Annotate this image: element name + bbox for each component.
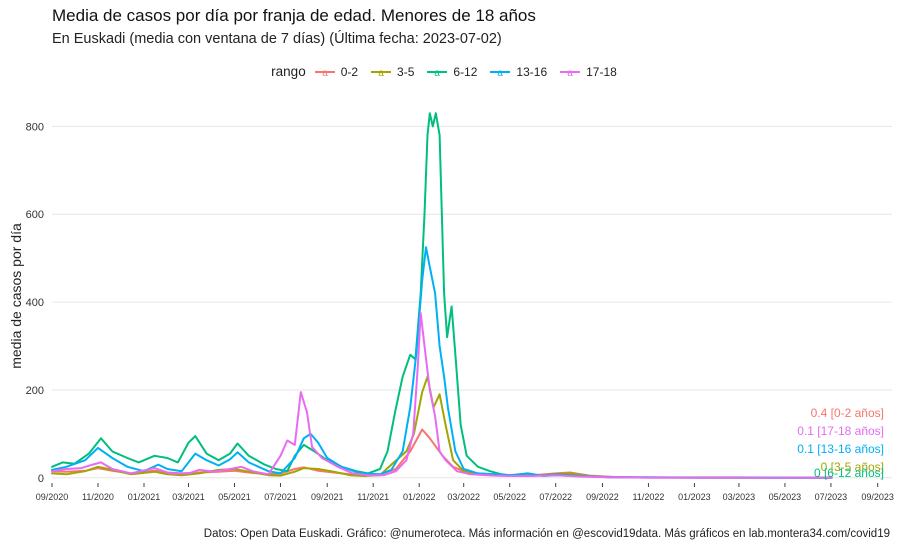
- x-tick-label: 11/2022: [633, 492, 665, 502]
- x-tick-label: 09/2022: [586, 492, 619, 502]
- x-tick-label: 09/2023: [861, 492, 894, 502]
- legend-item-17-18: a 17-18: [559, 65, 617, 79]
- caption: Datos: Open Data Euskadi. Gráfico: @nume…: [203, 528, 890, 540]
- legend-label-13-16: 13-16: [516, 64, 548, 79]
- x-tick-label: 05/2022: [493, 492, 526, 502]
- x-tick-label: 05/2021: [218, 492, 251, 502]
- end-label-6-12: 0 [6-12 años]: [814, 466, 884, 480]
- series-line-3-5: [51, 375, 833, 479]
- x-tick-label: 11/2020: [82, 492, 114, 502]
- chart-subtitle: En Euskadi (media con ventana de 7 días)…: [52, 31, 502, 47]
- end-label-13-16: 0.1 [13-16 años]: [797, 442, 884, 456]
- x-tick-label: 03/2021: [172, 492, 205, 502]
- legend-key-glyph: a: [498, 68, 504, 79]
- legend-item-3-5: a 3-5: [370, 65, 414, 79]
- series-line-13-16: [51, 246, 833, 479]
- x-tick-label: 01/2022: [403, 492, 436, 502]
- x-tick-label: 11/2021: [357, 492, 389, 502]
- y-axis-label: media de casos por día: [8, 223, 24, 369]
- legend-key-0-2: a: [314, 68, 335, 79]
- grid-lines: [52, 125, 892, 479]
- end-label-3-5: 0 [3-5 años]: [821, 460, 884, 474]
- legend-label-6-12: 6-12: [453, 64, 478, 79]
- legend-title: rango: [271, 64, 306, 79]
- legend: rango a 0-2 a 3-5 a 6-12 a 13-16 a 17-18: [0, 64, 900, 79]
- x-tick-label: 07/2021: [264, 492, 297, 502]
- legend-key-6-12: a: [427, 68, 448, 79]
- legend-key-glyph: a: [567, 68, 573, 79]
- y-tick-label: 200: [26, 385, 44, 397]
- chart-title: Media de casos por día por franja de eda…: [52, 6, 536, 25]
- x-tick-label: 09/2020: [36, 492, 69, 502]
- legend-key-glyph: a: [378, 68, 384, 79]
- series-line-6-12: [51, 112, 833, 479]
- legend-key-13-16: a: [490, 68, 511, 79]
- legend-item-13-16: a 13-16: [489, 65, 547, 79]
- y-tick-label: 400: [26, 297, 44, 309]
- legend-item-0-2: a 0-2: [314, 65, 358, 79]
- y-tick-label: 600: [26, 209, 44, 221]
- legend-key-glyph: a: [435, 68, 441, 79]
- y-tick-label: 0: [38, 473, 44, 485]
- legend-label-0-2: 0-2: [340, 64, 359, 79]
- legend-key-glyph: a: [322, 68, 328, 79]
- end-label-0-2: 0.4 [0-2 años]: [811, 406, 884, 420]
- y-tick-label: 800: [26, 121, 44, 133]
- end-labels: 0.4 [0-2 años] 0 [3-5 años]0 [6-12 años] 0…: [797, 406, 884, 480]
- series-lines: [51, 112, 833, 479]
- x-tick-label: 07/2023: [815, 492, 848, 502]
- x-tick-label: 07/2022: [539, 492, 572, 502]
- x-tick-label: 03/2023: [723, 492, 756, 502]
- x-tick-label: 09/2021: [311, 492, 344, 502]
- x-tick-label: 01/2021: [128, 492, 161, 502]
- legend-key-3-5: a: [371, 68, 392, 79]
- legend-label-17-18: 17-18: [586, 64, 617, 79]
- series-line-17-18: [51, 312, 833, 479]
- x-tick-label: 05/2023: [769, 492, 802, 502]
- legend-label-3-5: 3-5: [397, 64, 415, 79]
- end-label-17-18: 0.1 [17-18 años]: [797, 424, 884, 438]
- legend-key-17-18: a: [560, 68, 581, 79]
- x-tick-label: 03/2022: [447, 492, 480, 502]
- x-tick-label: 01/2023: [678, 492, 711, 502]
- legend-item-6-12: a 6-12: [426, 65, 477, 79]
- axis-ticks: 0 200 400 600 800 09/2020 11/2020 01/2021 03/202…: [26, 121, 894, 502]
